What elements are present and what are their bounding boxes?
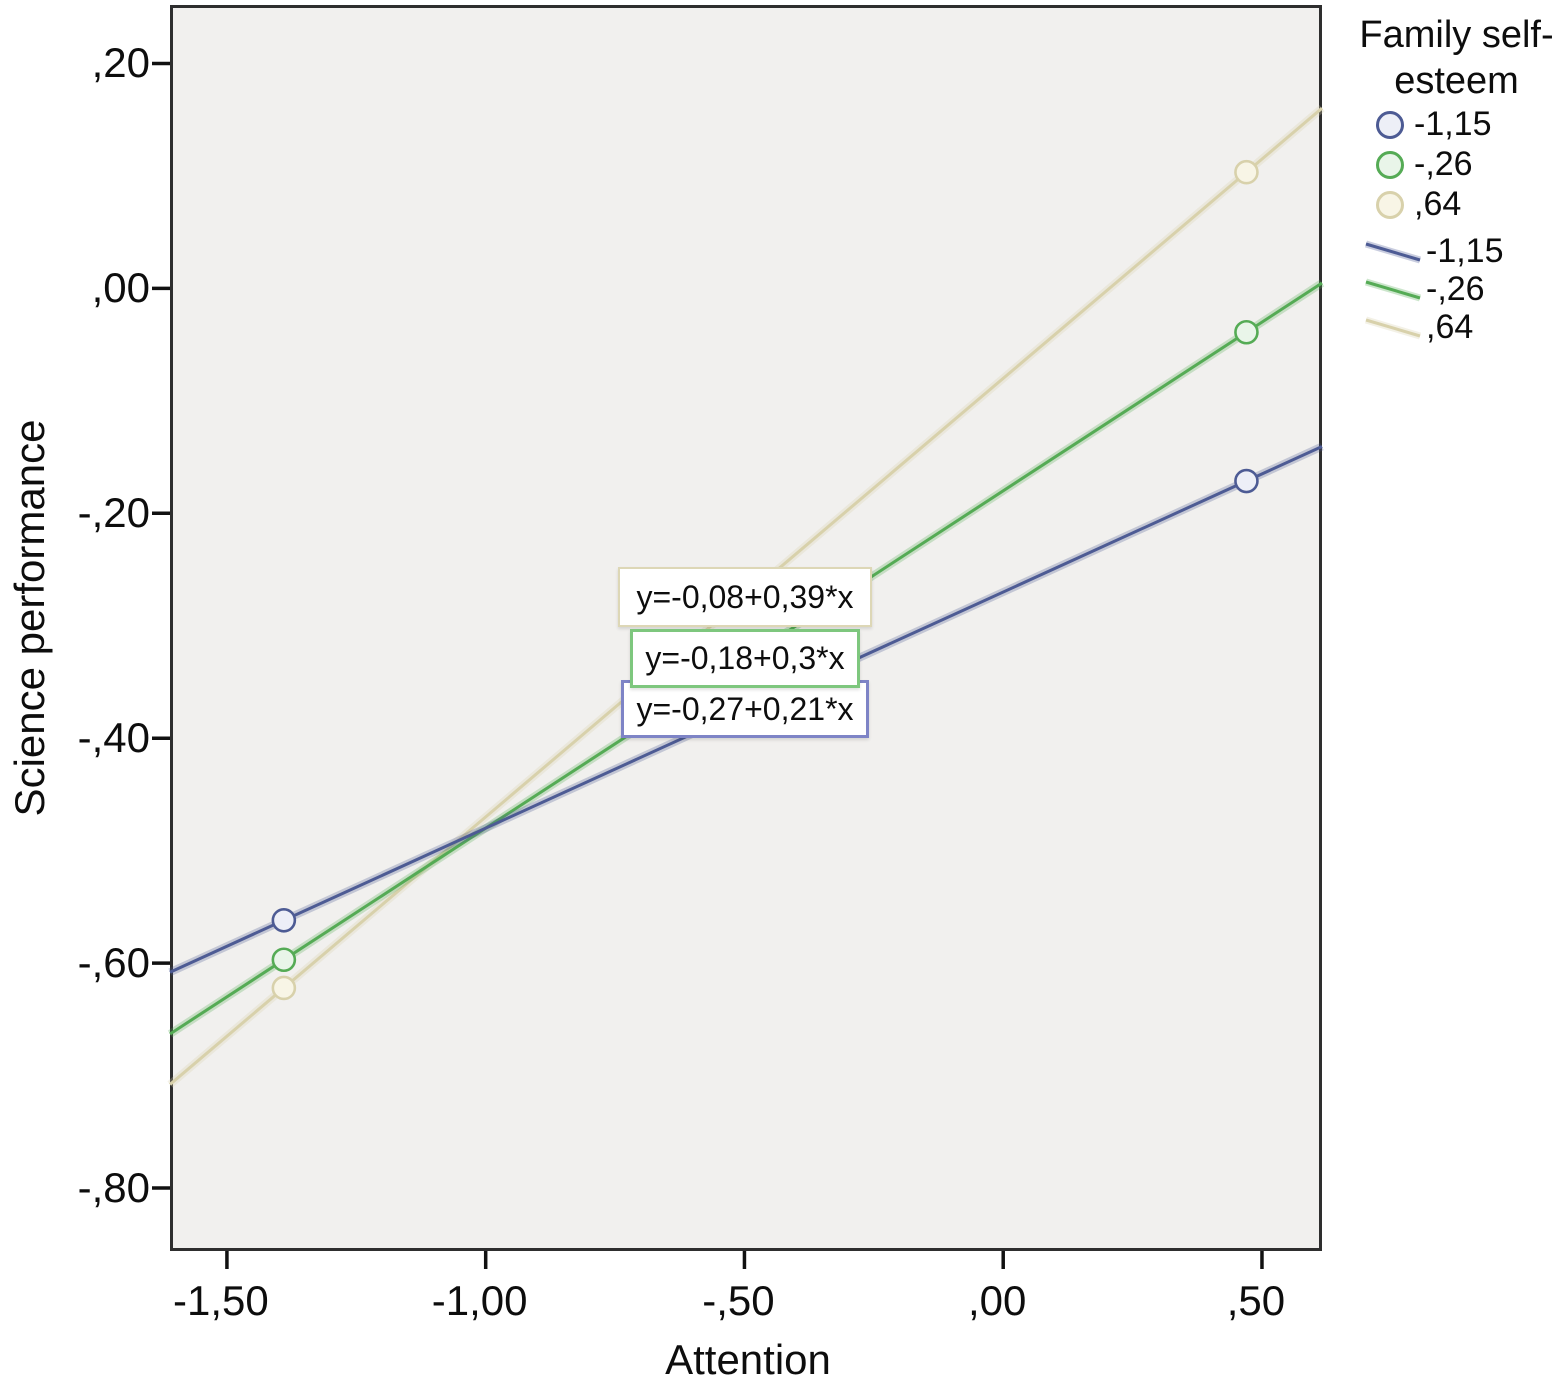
data-point--1,15-0	[271, 907, 297, 933]
legend-marker-entry--1,15: -1,15	[1350, 105, 1563, 145]
legend-line-entry--1,15: -1,15	[1350, 232, 1563, 271]
y-tick-label-2: -,20	[77, 489, 150, 537]
legend-circle-icon	[1376, 150, 1404, 179]
legend-line-entries: -1,15 -,26,64	[1350, 232, 1563, 347]
equation-label--,26: y=-0,18+0,3*x	[630, 629, 860, 688]
legend-line-icon	[1365, 316, 1421, 340]
equation-label--1,15: y=-0,27+0,21*x	[621, 680, 869, 738]
x-tick-label-1: -1,00	[431, 1277, 528, 1324]
x-axis-title: Attention	[665, 1336, 831, 1383]
x-tick-label-3: ,00	[968, 1277, 1027, 1324]
x-tick-label-0: -1,50	[173, 1277, 269, 1324]
legend-marker-label: -1,15	[1414, 105, 1492, 144]
legend-marker-entry-,64: ,64	[1350, 185, 1563, 225]
legend-marker-label: -,26	[1414, 145, 1473, 184]
y-tick-label-4: -,60	[77, 939, 150, 987]
legend-circle-icon	[1376, 110, 1404, 139]
y-tick-label-1: ,00	[91, 264, 150, 312]
y-tick-label-3: -,40	[77, 714, 150, 762]
legend-line-icon	[1365, 240, 1421, 264]
legend: Family self-esteem -1,15 -,26,64 -1,15 -,2…	[1350, 12, 1563, 347]
plot-area-background	[170, 5, 1322, 1251]
legend-marker-label: ,64	[1414, 185, 1462, 224]
legend-line-icon	[1365, 278, 1421, 302]
data-point--1,15-1	[1234, 468, 1259, 494]
legend-line-label: -,26	[1426, 270, 1485, 309]
legend-title: Family self-esteem	[1359, 14, 1554, 103]
legend-marker-entry--,26: -,26	[1350, 145, 1563, 185]
legend-circle-icon	[1376, 190, 1404, 219]
legend-line-entry-,64: ,64	[1350, 308, 1563, 347]
data-point--,26-1	[1234, 319, 1259, 345]
data-point--,26-0	[271, 947, 297, 973]
legend-line-label: -1,15	[1426, 232, 1504, 271]
data-point-,64-0	[271, 975, 297, 1001]
y-tick-label-0: ,20	[91, 39, 150, 87]
legend-line-entry--,26: -,26	[1350, 270, 1563, 309]
x-tick-label-2: -,50	[702, 1277, 775, 1324]
y-tick-label-5: -,80	[77, 1164, 150, 1212]
legend-marker-entries: -1,15 -,26,64	[1350, 105, 1563, 225]
equation-label-,64: y=-0,08+0,39*x	[618, 567, 872, 627]
legend-line-label: ,64	[1426, 308, 1474, 347]
data-point-,64-1	[1234, 159, 1259, 185]
x-tick-label-4: ,50	[1226, 1277, 1286, 1324]
